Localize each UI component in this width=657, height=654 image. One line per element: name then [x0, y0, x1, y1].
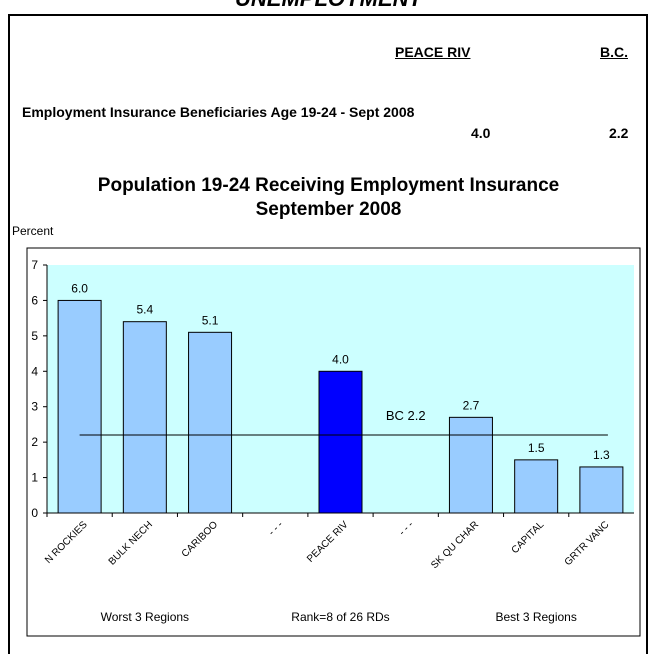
- x-tick-label: CAPITAL: [510, 519, 547, 556]
- metric-bc-value: 2.2: [609, 125, 629, 141]
- x-tick-label: GRTR VANC: [563, 519, 612, 568]
- data-label: 1.5: [528, 441, 545, 455]
- x-tick-label: CARIBOO: [180, 519, 221, 560]
- report-frame: [8, 14, 648, 654]
- y-tick-label: 5: [31, 329, 38, 343]
- data-label: 5.4: [136, 303, 153, 317]
- x-tick-label: - - -: [267, 519, 286, 538]
- section-banner: UNEMPLOYMENT: [0, 0, 657, 12]
- x-tick-label: BULK NECH: [107, 519, 155, 567]
- group-label: Best 3 Regions: [495, 610, 576, 624]
- group-label: Worst 3 Regions: [101, 610, 189, 624]
- bar: [57, 299, 102, 514]
- x-tick-label: - - -: [397, 519, 416, 538]
- y-tick-label: 6: [31, 293, 38, 307]
- metric-region-value: 4.0: [471, 125, 491, 141]
- x-tick-label: SK QU CHAR: [429, 519, 481, 571]
- metric-label: Employment Insurance Beneficiaries Age 1…: [22, 104, 415, 120]
- data-label: 1.3: [593, 448, 610, 462]
- header-bc: B.C.: [600, 44, 628, 60]
- bar: [122, 321, 167, 514]
- bar: [579, 466, 624, 514]
- bar: [448, 416, 493, 514]
- y-tick-label: 4: [31, 364, 38, 378]
- chart-title-line1: Population 19-24 Receiving Employment In…: [97, 175, 560, 196]
- chart-area-border: [26, 247, 641, 637]
- chart-title-line2: September 2008: [255, 199, 402, 220]
- data-label: 2.7: [463, 398, 480, 412]
- y-axis-label: Percent: [12, 224, 54, 238]
- x-tick-label: N ROCKIES: [43, 519, 90, 566]
- data-label: 5.1: [202, 313, 219, 327]
- group-label: Rank=8 of 26 RDs: [291, 610, 389, 624]
- bar: [514, 459, 559, 514]
- y-tick-label: 0: [31, 506, 38, 520]
- bar: [318, 370, 363, 514]
- y-tick-label: 1: [31, 471, 38, 485]
- x-tick-label: PEACE RIV: [305, 519, 351, 565]
- y-tick-label: 7: [31, 258, 38, 272]
- data-label: 4.0: [332, 352, 349, 366]
- bar: [188, 331, 233, 514]
- y-tick-label: 3: [31, 400, 38, 414]
- header-region: PEACE RIV: [395, 44, 471, 60]
- y-tick-label: 2: [31, 435, 38, 449]
- data-label: 6.0: [71, 281, 88, 295]
- reference-line-label: BC 2.2: [386, 408, 426, 423]
